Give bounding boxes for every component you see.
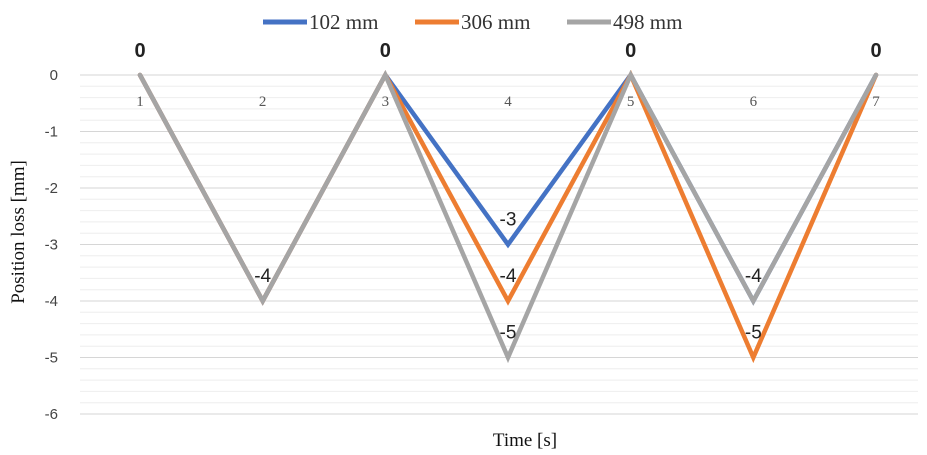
x-axis-title: Time [s]: [493, 430, 557, 451]
legend-label: 498 mm: [613, 10, 682, 34]
y-tick-label: -3: [45, 237, 58, 254]
data-label: -4: [500, 266, 517, 287]
data-label: 0: [870, 40, 881, 62]
series-line-498-mm: [137, 69, 879, 364]
x-tick-label: 4: [504, 94, 512, 110]
x-tick-label: 2: [259, 94, 267, 110]
data-label: -4: [254, 266, 271, 287]
y-tick-label: -2: [45, 180, 58, 197]
series-lines: [137, 69, 879, 364]
data-label: 0: [134, 40, 145, 62]
data-label: -5: [500, 323, 517, 344]
x-tick-label: 6: [750, 94, 758, 110]
y-tick-label: -1: [45, 124, 58, 141]
x-axis-ticks: 1 2 3 4 5 6 7: [136, 94, 880, 110]
x-tick-label: 5: [627, 94, 635, 110]
data-label: -4: [745, 266, 762, 287]
gridlines: [80, 74, 918, 415]
y-axis-ticks: 0 -1 -2 -3 -4 -5 -6: [45, 67, 58, 423]
x-tick-label: 1: [136, 94, 144, 110]
data-label: 0: [625, 40, 636, 62]
y-axis-title: Position loss [mm]: [8, 160, 29, 304]
x-tick-label: 7: [872, 94, 880, 110]
legend-label: 102 mm: [309, 10, 378, 34]
y-tick-label: -5: [45, 350, 58, 367]
y-tick-label: -4: [45, 293, 58, 310]
data-label: -5: [745, 323, 762, 344]
data-label: 0: [380, 40, 391, 62]
data-label: -3: [500, 210, 517, 231]
legend-label: 306 mm: [461, 10, 530, 34]
data-labels: 0 0 0 0 -4 -3 -4 -5 -4 -5: [134, 40, 881, 344]
x-tick-label: 3: [382, 94, 390, 110]
y-tick-label: -6: [45, 406, 58, 423]
y-tick-label: 0: [50, 67, 58, 84]
legend: 102 mm 306 mm 498 mm: [263, 10, 682, 34]
